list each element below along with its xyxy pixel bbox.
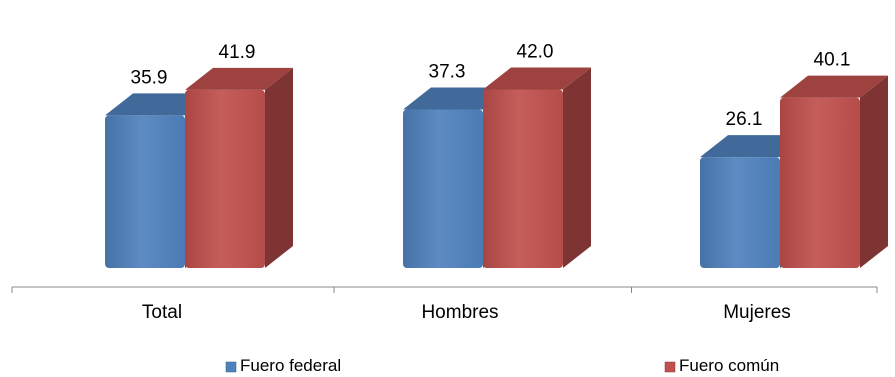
legend-item-fuero-comun: Fuero común bbox=[664, 356, 779, 375]
legend-swatch-fuero-federal bbox=[225, 361, 237, 373]
data-label-fuero-comun-total: 41.9 bbox=[219, 42, 256, 63]
legend: Fuero federal Fuero común bbox=[225, 356, 779, 375]
bar-fuero-comun-total bbox=[185, 67, 293, 268]
data-label-fuero-federal-total: 35.9 bbox=[131, 67, 168, 88]
legend-swatch-fuero-comun bbox=[664, 361, 676, 373]
x-tick-label-total: Total bbox=[142, 302, 182, 323]
data-label-fuero-comun-mujeres: 40.1 bbox=[814, 50, 851, 71]
legend-label-fuero-comun: Fuero común bbox=[679, 356, 779, 375]
x-tick-label-hombres: Hombres bbox=[421, 302, 498, 323]
legend-label-fuero-federal: Fuero federal bbox=[240, 356, 341, 375]
legend-item-fuero-federal: Fuero federal bbox=[225, 356, 341, 375]
bar-fuero-comun-mujeres bbox=[780, 75, 888, 268]
data-label-fuero-federal-mujeres: 26.1 bbox=[726, 109, 763, 130]
x-tick-label-mujeres: Mujeres bbox=[723, 302, 791, 323]
data-label-fuero-federal-hombres: 37.3 bbox=[429, 61, 466, 82]
plot-area: 35.9 41.9 37.3 42.0 26.1 40.1 bbox=[105, 42, 888, 268]
x-axis: Total Hombres Mujeres bbox=[11, 286, 878, 323]
bar-fuero-comun-hombres bbox=[483, 67, 591, 268]
data-label-fuero-comun-hombres: 42.0 bbox=[517, 42, 554, 63]
